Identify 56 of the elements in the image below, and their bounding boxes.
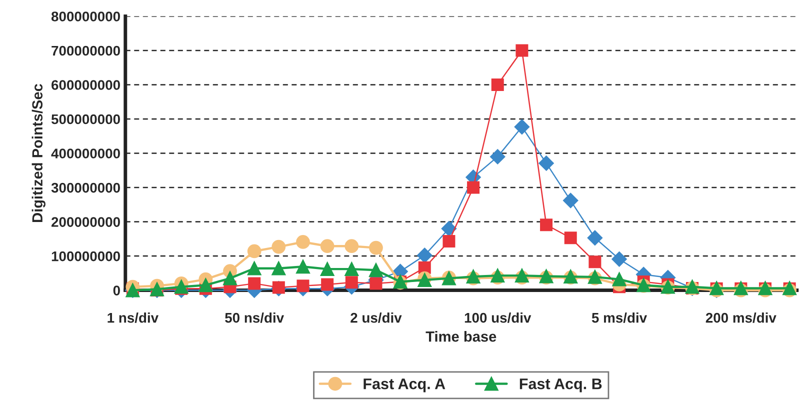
y-tick-label: 600000000 [52, 80, 120, 90]
point [491, 78, 504, 92]
point [296, 235, 310, 249]
y-tick-label: 200000000 [52, 217, 120, 227]
point [490, 149, 506, 164]
y-tick-label: 400000000 [51, 148, 120, 158]
point [320, 239, 334, 254]
point [296, 280, 310, 292]
point [272, 240, 286, 254]
point [198, 278, 213, 292]
point [272, 261, 286, 276]
point [174, 280, 188, 294]
point [272, 281, 285, 294]
y-tick-label: 100000000 [52, 251, 120, 262]
point [344, 239, 359, 254]
point [369, 263, 383, 278]
point [223, 271, 237, 286]
point [612, 252, 627, 267]
point [321, 278, 334, 291]
x-tick-label: 50 ns/div [225, 312, 284, 323]
point [467, 181, 480, 194]
x-axis-title: Time base [426, 331, 496, 342]
y-tick-label: 700000000 [52, 46, 120, 56]
point [296, 260, 310, 274]
point [538, 156, 554, 171]
x-tick-label: 200 ms/div [706, 312, 776, 323]
y-tick-label: 500000000 [51, 114, 120, 124]
point [563, 192, 578, 208]
point [612, 272, 626, 286]
legend-label: Fast Acq. B [520, 378, 602, 392]
x-tick-label: 1 ns/div [108, 312, 158, 323]
point [247, 244, 262, 258]
point [540, 218, 553, 232]
point [320, 262, 334, 276]
point [248, 277, 261, 290]
point [516, 44, 528, 57]
y-tick-label: 800000000 [51, 12, 120, 22]
point [514, 119, 530, 134]
y-axis-title: Digitized Points/Sec [32, 84, 46, 222]
point [344, 262, 359, 276]
x-tick-label: 5 ms/div [592, 312, 647, 323]
point [442, 235, 456, 248]
point [588, 256, 602, 268]
point [441, 221, 457, 236]
point [247, 261, 262, 276]
point [564, 232, 577, 244]
point [417, 248, 432, 263]
y-tick-label: 300000000 [51, 182, 120, 193]
point [370, 277, 382, 290]
y-tick-label: 0 [113, 286, 120, 296]
point [369, 240, 383, 255]
x-tick-label: 100 us/div [464, 312, 532, 323]
x-tick-label: 2 us/div [350, 312, 402, 323]
legend-label: Fast Acq. A [364, 378, 446, 392]
point [345, 276, 358, 289]
point [587, 230, 603, 246]
